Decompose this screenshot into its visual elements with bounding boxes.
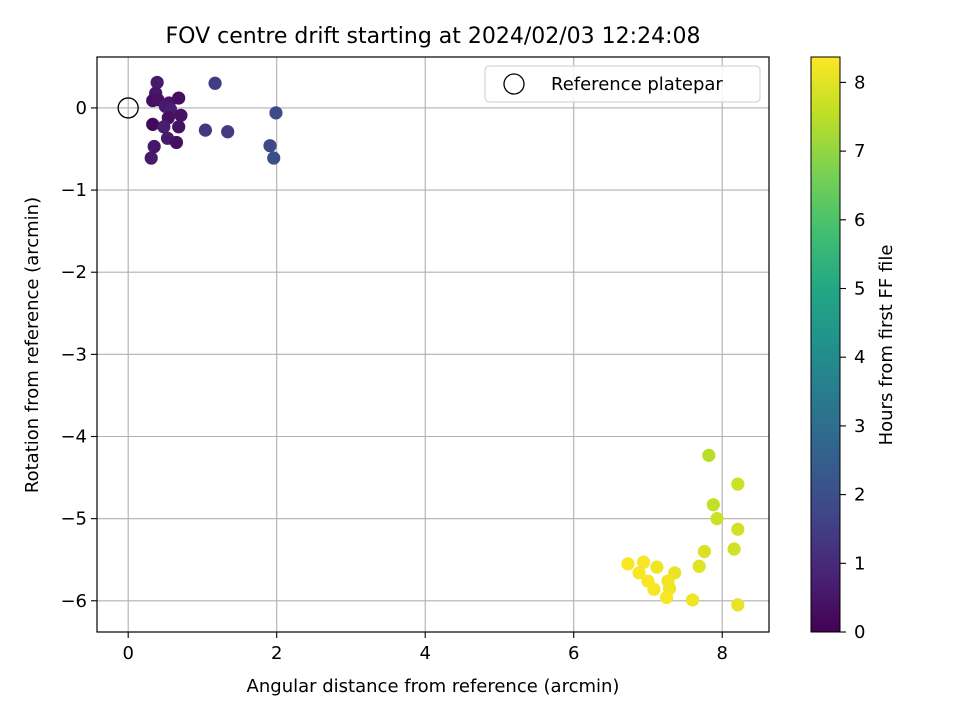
colorbar-label: Hours from first FF file [876, 245, 897, 446]
data-point [208, 76, 222, 90]
data-point [727, 542, 741, 556]
data-point [706, 498, 720, 512]
y-tick-label: −4 [60, 427, 87, 448]
data-point [692, 559, 706, 573]
data-point [702, 448, 716, 462]
legend: Reference platepar [484, 65, 761, 103]
colorbar-ticks: 0 1 2 3 4 5 6 7 8 [840, 72, 865, 643]
data-point [731, 598, 745, 612]
colorbar-tick-label: 3 [854, 416, 865, 437]
data-point [632, 566, 646, 580]
data-point [650, 560, 664, 574]
y-tick-label: −6 [60, 591, 87, 612]
x-tick-label: 6 [568, 643, 579, 664]
colorbar-tick-label: 1 [854, 553, 865, 574]
data-point [731, 477, 745, 491]
data-point [172, 120, 186, 134]
y-tick-label: −3 [60, 344, 87, 365]
data-point [731, 522, 745, 536]
colorbar-tick-label: 4 [854, 347, 865, 368]
data-point [174, 108, 188, 122]
data-point [621, 557, 635, 571]
colorbar-tick-label: 8 [854, 72, 865, 93]
x-tick-label: 4 [419, 643, 430, 664]
data-points [144, 75, 745, 612]
data-point [147, 139, 161, 154]
reference-platepar-marker [117, 97, 139, 119]
x-axis-label: Angular distance from reference (arcmin) [247, 676, 620, 697]
data-point [647, 582, 661, 596]
y-axis-label: Rotation from reference (arcmin) [22, 197, 43, 493]
colorbar-tick-label: 2 [854, 485, 865, 506]
data-point [157, 120, 171, 134]
y-axis-ticks: 0 −1 −2 −3 −4 −5 −6 [60, 98, 97, 612]
data-point [144, 151, 158, 165]
plot-area-frame [96, 56, 770, 633]
legend-label: Reference platepar [551, 74, 723, 95]
data-point [150, 75, 164, 90]
y-tick-label: −5 [60, 509, 87, 530]
data-point [172, 91, 186, 105]
data-point [267, 151, 281, 165]
data-point [636, 555, 651, 569]
colorbar-tick-label: 5 [854, 279, 865, 300]
data-point [221, 125, 235, 139]
data-point [697, 544, 711, 559]
x-tick-label: 0 [122, 643, 133, 664]
x-tick-label: 8 [716, 643, 727, 664]
chart-title: FOV centre drift starting at 2024/02/03 … [166, 24, 701, 49]
data-point [685, 593, 700, 607]
colorbar-tick-label: 0 [854, 622, 865, 643]
colorbar: 0 1 2 3 4 5 6 7 8 Hours from first FF file [810, 56, 897, 643]
reference-marker-layer [117, 97, 139, 119]
colorbar-tick-label: 7 [854, 141, 865, 162]
colorbar-gradient [810, 56, 841, 633]
data-point [198, 123, 213, 137]
data-point [659, 590, 674, 605]
data-point [269, 106, 283, 120]
colorbar-tick-label: 6 [854, 210, 865, 231]
data-point [146, 117, 160, 131]
data-point [710, 512, 724, 526]
grid-lines [97, 57, 769, 632]
data-point [263, 139, 277, 153]
legend-reference-marker [503, 73, 525, 95]
y-tick-label: 0 [76, 98, 87, 119]
x-axis-ticks: 0 2 4 6 8 [122, 632, 728, 664]
y-tick-label: −2 [60, 262, 87, 283]
legend-box [484, 65, 761, 103]
y-tick-label: −1 [60, 180, 87, 201]
data-point [169, 135, 184, 150]
x-tick-label: 2 [271, 643, 282, 664]
